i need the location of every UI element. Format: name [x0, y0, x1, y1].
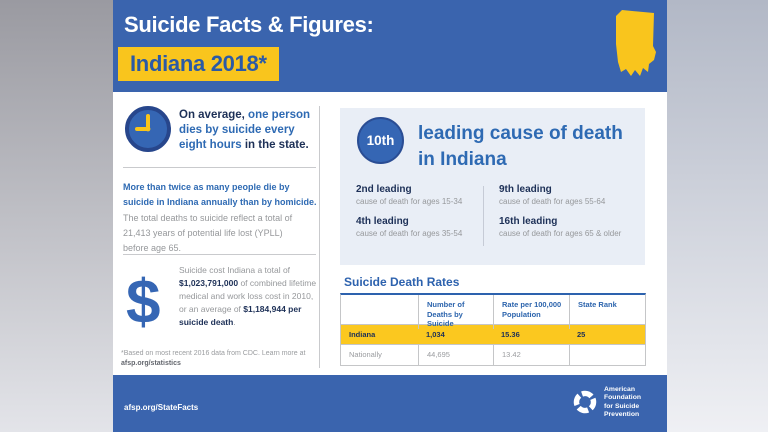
- row-label: Indiana: [349, 330, 376, 339]
- table-row-nationally: Nationally 44,695 13.42: [341, 344, 645, 365]
- cause-rank: 4th leading: [356, 216, 409, 227]
- poster-subtitle-highlight: Indiana 2018*: [118, 47, 279, 81]
- cause-detail: cause of death for ages 35-54: [356, 229, 463, 238]
- clock-fact-lead: On average,: [179, 109, 249, 121]
- deaths-value: 1,034: [426, 330, 445, 339]
- table-header-blank: [341, 295, 418, 329]
- afsp-logo-line4: Prevention: [604, 411, 640, 419]
- cause-detail: cause of death for ages 55-64: [499, 197, 606, 206]
- cost-fact-p3: .: [233, 317, 236, 327]
- rank-value: 25: [577, 330, 586, 339]
- rate-value: 15.36: [501, 330, 520, 339]
- rates-table: Number of Deaths by Suicide Rate per 100…: [340, 293, 646, 366]
- cost-fact-text: Suicide cost Indiana a total of $1,023,7…: [179, 264, 320, 329]
- background-gradient-right: [667, 0, 768, 432]
- causes-divider: [483, 186, 484, 246]
- footer-bar: afsp.org/StateFacts American Foundation …: [113, 375, 667, 432]
- infographic-poster: Suicide Facts & Figures: Indiana 2018* O…: [113, 0, 667, 432]
- table-header-rank: State Rank: [569, 295, 645, 329]
- causes-column-right: 9th leading cause of death for ages 55-6…: [499, 184, 641, 248]
- section-divider: [123, 167, 316, 168]
- afsp-lifesaver-icon: [573, 390, 597, 414]
- content-area: On average, one person dies by suicide e…: [113, 92, 667, 375]
- section-divider: [123, 254, 316, 255]
- afsp-logo-line2: Foundation: [604, 394, 641, 402]
- table-header-rate: Rate per 100,000 Population: [493, 295, 569, 329]
- cause-item: 16th leading cause of death for ages 65 …: [499, 216, 641, 239]
- statefacts-url: afsp.org/StateFacts: [124, 403, 199, 412]
- rates-table-title: Suicide Death Rates: [344, 275, 460, 289]
- clock-fact-tail: in the state.: [241, 139, 309, 151]
- cause-item: 2nd leading cause of death for ages 15-3…: [356, 184, 486, 207]
- rank-badge: 10th: [357, 117, 404, 164]
- indiana-state-icon: [616, 10, 656, 76]
- cost-amount-total: $1,023,791,000: [179, 278, 239, 288]
- footnote: *Based on most recent 2016 data from CDC…: [121, 349, 319, 369]
- ypll-fact-text: The total deaths to suicide reflect a to…: [123, 213, 293, 253]
- poster-title: Suicide Facts & Figures:: [124, 12, 374, 37]
- cost-fact-p1: Suicide cost Indiana a total of: [179, 265, 291, 275]
- deaths-value: 44,695: [418, 345, 493, 365]
- cause-detail: cause of death for ages 65 & older: [499, 229, 622, 238]
- table-header-deaths: Number of Deaths by Suicide: [418, 295, 493, 329]
- row-label: Nationally: [349, 350, 382, 359]
- poster-subtitle: Indiana 2018*: [130, 51, 267, 76]
- cost-amount-average: $1,184,944 per suicide death: [179, 304, 302, 327]
- table-row-indiana: Indiana 1,034 15.36 25: [341, 325, 645, 344]
- causes-column-left: 2nd leading cause of death for ages 15-3…: [356, 184, 486, 248]
- dollar-icon: $: [126, 268, 161, 337]
- afsp-logo-line3: for Suicide: [604, 402, 640, 410]
- footnote-line1: *Based on most recent 2016 data from CDC…: [121, 350, 306, 357]
- rate-value: 13.42: [493, 345, 569, 365]
- footnote-statistics-url: afsp.org/statistics: [121, 360, 181, 367]
- clock-icon: [125, 106, 171, 152]
- cause-rank: 2nd leading: [356, 184, 412, 195]
- cause-item: 9th leading cause of death for ages 55-6…: [499, 184, 641, 207]
- cause-detail: cause of death for ages 15-34: [356, 197, 463, 206]
- afsp-logo-line1: American: [604, 386, 635, 393]
- cause-rank: 16th leading: [499, 216, 558, 227]
- leading-cause-headline: leading cause of death in Indiana: [418, 123, 623, 170]
- table-header-row: Number of Deaths by Suicide Rate per 100…: [341, 295, 645, 329]
- clock-fact-highlight: one person dies by suicide every eight h…: [179, 109, 311, 151]
- clock-fact-text: On average, one person dies by suicide e…: [179, 108, 321, 153]
- cause-rank: 9th leading: [499, 184, 552, 195]
- cost-fact-p2: of combined lifetime medical and work lo…: [179, 278, 317, 314]
- column-divider: [319, 106, 320, 368]
- afsp-logo-text: American Foundation for Suicide Preventi…: [604, 386, 641, 420]
- rank-value: [569, 345, 645, 365]
- cause-item: 4th leading cause of death for ages 35-5…: [356, 216, 486, 239]
- header-banner: Suicide Facts & Figures: Indiana 2018*: [113, 0, 667, 92]
- leading-cause-panel: 10th leading cause of death in Indiana 2…: [340, 108, 645, 265]
- homicide-fact-text: More than twice as many people die by su…: [123, 182, 317, 207]
